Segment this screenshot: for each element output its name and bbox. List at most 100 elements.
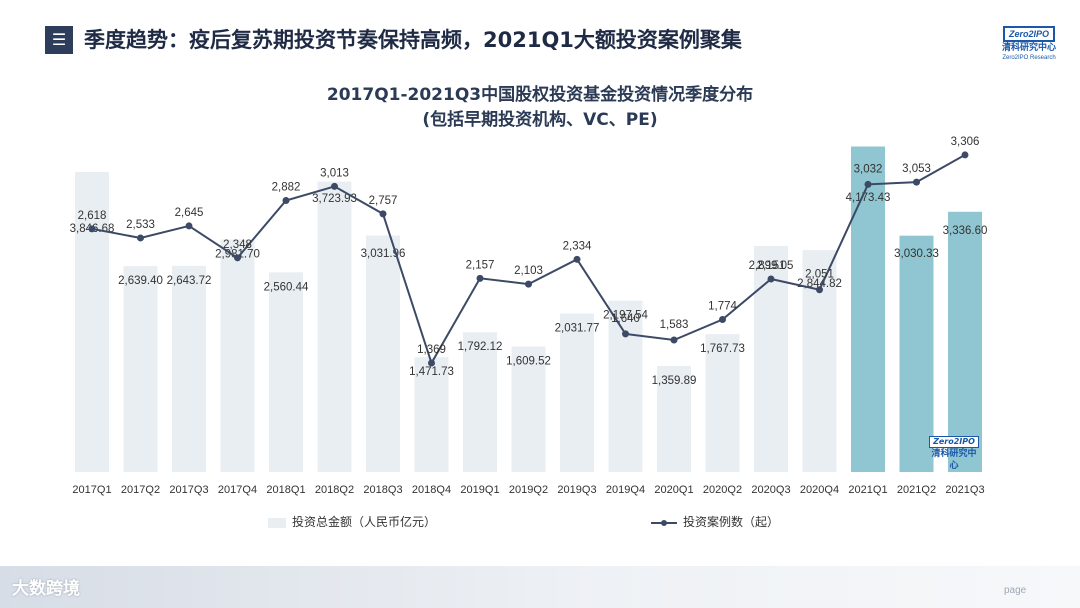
line-point-2019Q2 bbox=[525, 280, 532, 288]
x-tick-2018Q2: 2018Q2 bbox=[315, 484, 354, 496]
x-tick-2017Q4: 2017Q4 bbox=[218, 484, 257, 496]
line-label-2017Q1: 2,618 bbox=[78, 210, 107, 222]
legend-line-label: 投资案例数（起） bbox=[683, 515, 780, 529]
bar-2017Q3 bbox=[172, 265, 206, 472]
bar-2021Q3 bbox=[948, 211, 982, 472]
bar-2020Q3 bbox=[754, 245, 788, 472]
line-point-2017Q4 bbox=[234, 254, 241, 262]
x-tick-2019Q3: 2019Q3 bbox=[557, 484, 596, 496]
bar-label-2021Q2: 3,030.33 bbox=[894, 248, 939, 260]
line-label-2019Q1: 2,157 bbox=[466, 259, 495, 271]
bar-2019Q4 bbox=[608, 300, 643, 472]
line-label-2021Q3: 3,306 bbox=[951, 136, 980, 148]
line-label-2017Q2: 2,533 bbox=[126, 219, 155, 231]
x-tick-2017Q1: 2017Q1 bbox=[72, 484, 111, 496]
x-tick-2018Q4: 2018Q4 bbox=[412, 484, 451, 496]
line-label-2017Q4: 2,348 bbox=[223, 239, 252, 251]
line-point-2020Q3 bbox=[767, 275, 775, 283]
chart-watermark: Zero2IPO 清科研究中心 bbox=[928, 429, 980, 472]
bar-label-2018Q4: 1,471.73 bbox=[409, 366, 454, 378]
line-point-2021Q3 bbox=[961, 151, 969, 159]
chart-subtitle: (包括早期投资机构、VC、PE) bbox=[422, 110, 658, 130]
bar-label-2020Q3: 2,899.05 bbox=[749, 260, 794, 272]
bar-label-2021Q3: 3,336.60 bbox=[943, 225, 988, 237]
line-label-2018Q3: 2,757 bbox=[369, 195, 398, 207]
line-point-2021Q2 bbox=[913, 178, 920, 186]
line-label-2019Q2: 2,103 bbox=[514, 265, 543, 277]
legend-line-swatch bbox=[651, 518, 677, 528]
line-label-2018Q1: 2,882 bbox=[272, 181, 301, 193]
line-point-2018Q2 bbox=[331, 182, 338, 190]
x-tick-2020Q1: 2020Q1 bbox=[654, 484, 693, 496]
bar-2018Q2 bbox=[317, 181, 352, 473]
line-label-2019Q3: 2,334 bbox=[563, 240, 592, 252]
logo-brand: Zero2IPO bbox=[1002, 26, 1055, 42]
page-title: 季度趋势：疫后复苏期投资节奏保持高频，2021Q1大额投资案例聚集 bbox=[84, 28, 742, 52]
x-tick-2021Q1: 2021Q1 bbox=[848, 484, 887, 496]
line-point-2019Q3 bbox=[573, 255, 581, 263]
bar-2020Q1 bbox=[657, 365, 691, 472]
x-tick-2019Q4: 2019Q4 bbox=[606, 484, 645, 496]
bar-label-2021Q1: 4,173.43 bbox=[846, 192, 891, 204]
zero2ipo-logo: Zero2IPO 清科研究中心 Zero2IPO Research bbox=[998, 22, 1060, 62]
bar-2017Q1 bbox=[75, 172, 109, 472]
bar-2019Q2 bbox=[511, 346, 546, 472]
x-tick-2020Q2: 2020Q2 bbox=[703, 484, 742, 496]
x-tick-2021Q3: 2021Q3 bbox=[945, 484, 984, 496]
watermark-cn: 清科研究中心 bbox=[931, 449, 977, 471]
bar-label-2020Q2: 1,767.73 bbox=[700, 343, 745, 355]
chart-title: 2017Q1-2021Q3中国股权投资基金投资情况季度分布 bbox=[326, 85, 754, 105]
line-label-2020Q3: 2,151 bbox=[757, 260, 786, 272]
bar-2020Q2 bbox=[705, 334, 740, 472]
bar-2021Q2 bbox=[899, 235, 934, 472]
bar-label-2020Q1: 1,359.89 bbox=[652, 375, 697, 387]
bar-2017Q4 bbox=[220, 239, 255, 472]
x-tick-2017Q3: 2017Q3 bbox=[169, 484, 208, 496]
logo-cn: 清科研究中心 bbox=[1001, 43, 1056, 53]
legend-line: 投资案例数（起） bbox=[651, 513, 779, 530]
x-tick-2018Q1: 2018Q1 bbox=[266, 484, 305, 496]
bar-2018Q1 bbox=[269, 272, 303, 472]
footer-band bbox=[0, 566, 1080, 608]
line-label-2018Q4: 1,369 bbox=[417, 344, 446, 356]
bar-label-2019Q3: 2,031.77 bbox=[555, 323, 600, 335]
page-label: page bbox=[1004, 585, 1027, 596]
legend-bar: 投资总金额（人民币亿元） bbox=[268, 513, 436, 530]
bar-label-2018Q3: 3,031.96 bbox=[361, 248, 406, 260]
line-point-2018Q3 bbox=[379, 210, 387, 218]
footer-brand: 大数跨境 bbox=[12, 579, 80, 599]
bar-label-2019Q2: 1,609.52 bbox=[506, 355, 551, 367]
line-point-2019Q4 bbox=[622, 330, 629, 338]
bar-label-2018Q1: 2,560.44 bbox=[264, 281, 309, 293]
bar-2021Q1 bbox=[851, 146, 885, 473]
line-point-2020Q2 bbox=[719, 315, 726, 323]
x-tick-2020Q3: 2020Q3 bbox=[751, 484, 790, 496]
line-label-2020Q2: 1,774 bbox=[708, 300, 737, 312]
watermark-brand: Zero2IPO bbox=[929, 436, 979, 448]
line-point-2017Q3 bbox=[185, 222, 193, 230]
bar-2019Q1 bbox=[463, 332, 497, 472]
line-point-2019Q1 bbox=[476, 274, 484, 282]
bar-label-2019Q1: 1,792.12 bbox=[458, 341, 503, 353]
line-point-2018Q4 bbox=[428, 359, 435, 367]
bar-label-2018Q2: 3,723.93 bbox=[312, 193, 357, 205]
line-label-2020Q4: 2,051 bbox=[805, 269, 834, 281]
x-tick-2019Q1: 2019Q1 bbox=[460, 484, 499, 496]
bar-2019Q3 bbox=[560, 313, 594, 472]
line-label-2020Q1: 1,583 bbox=[660, 319, 689, 331]
bar-2018Q4 bbox=[414, 357, 449, 472]
line-label-2021Q1: 3,032 bbox=[854, 163, 883, 175]
list-icon: ☰ bbox=[45, 26, 73, 54]
legend-bar-label: 投资总金额（人民币亿元） bbox=[292, 515, 437, 529]
x-tick-2020Q4: 2020Q4 bbox=[800, 484, 839, 496]
line-point-2018Q1 bbox=[282, 196, 290, 204]
line-label-2017Q3: 2,645 bbox=[175, 207, 204, 219]
x-tick-2017Q2: 2017Q2 bbox=[121, 484, 160, 496]
bar-2018Q3 bbox=[366, 235, 400, 472]
x-tick-2021Q2: 2021Q2 bbox=[897, 484, 936, 496]
line-point-2020Q4 bbox=[816, 286, 823, 294]
legend-bar-swatch bbox=[268, 517, 286, 528]
line-label-2021Q2: 3,053 bbox=[902, 163, 931, 175]
line-point-2017Q2 bbox=[137, 234, 144, 242]
